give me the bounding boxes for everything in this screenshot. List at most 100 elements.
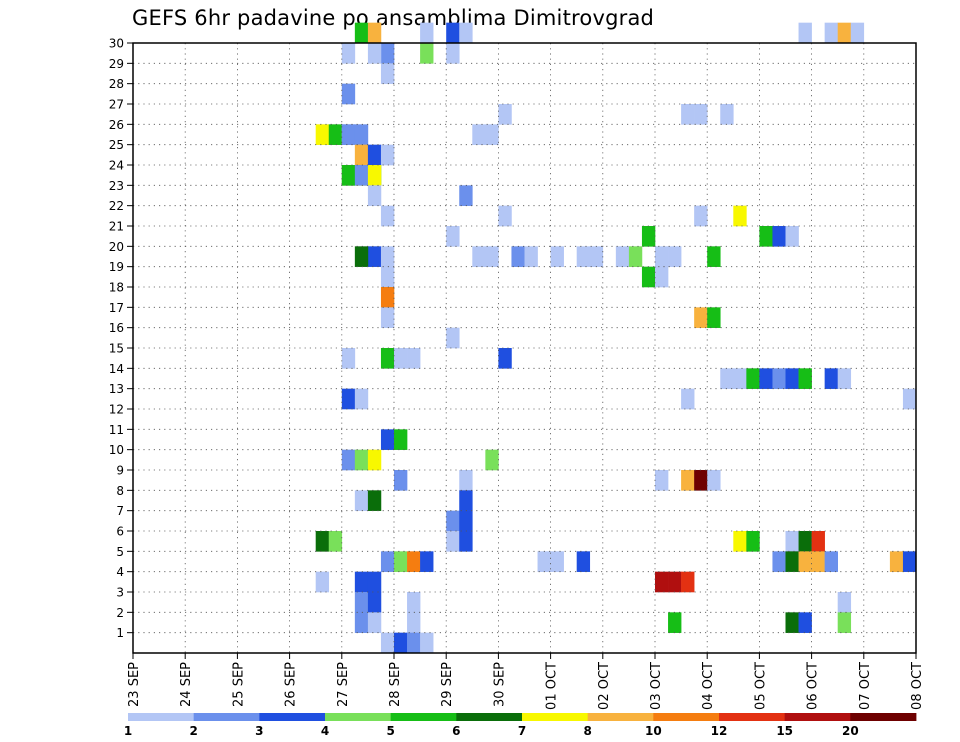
heatmap-cell: [459, 470, 473, 491]
heatmap-cell: [902, 551, 917, 572]
y-tick-label: 7: [116, 504, 124, 518]
heatmap-cell: [733, 368, 747, 389]
heatmap-cell: [746, 531, 760, 552]
heatmap-cell: [446, 510, 460, 532]
heatmap-cell: [367, 185, 382, 206]
heatmap-cell: [785, 531, 799, 552]
heatmap-cell: [341, 83, 356, 105]
colorbar-tick-label: 10: [645, 724, 662, 738]
heatmap-cell: [785, 368, 799, 389]
heatmap-cell: [576, 246, 591, 267]
y-tick-label: 19: [109, 260, 124, 274]
heatmap-cell: [446, 22, 460, 44]
x-tick-label: 28 SEP: [388, 662, 403, 707]
heatmap-cell: [615, 246, 630, 267]
y-tick-label: 4: [116, 565, 124, 579]
heatmap-cell: [485, 449, 499, 471]
heatmap-cell: [772, 226, 786, 247]
heatmap-cell: [367, 246, 382, 267]
heatmap-cell: [354, 612, 369, 633]
x-tick-label: 03 OCT: [649, 662, 664, 710]
heatmap-cell: [407, 551, 421, 572]
colorbar-tick-label: 1: [124, 724, 132, 738]
colorbar-tick-label: 5: [386, 724, 394, 738]
heatmap-cell: [315, 571, 330, 593]
heatmap-cell: [655, 246, 669, 267]
colorbar-swatch: [128, 713, 195, 721]
heatmap-cell: [459, 510, 473, 532]
heatmap-cell: [380, 43, 395, 64]
heatmap-cell: [681, 571, 695, 593]
heatmap-cell: [694, 470, 708, 491]
heatmap-cell: [694, 104, 708, 125]
y-tick-label: 11: [109, 423, 124, 437]
heatmap-cell: [694, 307, 708, 328]
heatmap-cell: [759, 368, 773, 389]
x-tick-label: 27 SEP: [336, 662, 351, 707]
colorbar-swatch: [456, 713, 523, 721]
heatmap-cell: [772, 368, 786, 389]
colorbar-tick-label: 3: [255, 724, 263, 738]
heatmap-cell: [341, 388, 356, 410]
y-tick-label: 25: [109, 138, 124, 152]
colorbar-swatch: [653, 713, 720, 721]
y-tick-label: 5: [116, 545, 124, 559]
heatmap-cell: [394, 348, 408, 369]
x-tick-label: 24 SEP: [179, 662, 194, 707]
heatmap-cell: [354, 124, 369, 145]
heatmap-cell: [328, 531, 343, 552]
y-tick-label: 27: [109, 98, 124, 112]
y-tick-label: 9: [116, 464, 124, 478]
colorbar-swatch: [719, 713, 786, 721]
heatmap-cell: [354, 246, 369, 267]
heatmap-cell: [407, 632, 421, 654]
heatmap-cell: [733, 531, 747, 552]
heatmap-cell: [380, 307, 395, 328]
y-tick-label: 17: [109, 301, 124, 315]
colorbar-swatch: [193, 713, 260, 721]
heatmap-cell: [668, 612, 682, 633]
colorbar-tick-label: 15: [776, 724, 793, 738]
heatmap-cell: [707, 470, 721, 491]
heatmap-cell: [380, 246, 395, 267]
heatmap-cell: [733, 205, 747, 227]
y-tick-label: 28: [109, 77, 124, 91]
heatmap-cell: [720, 104, 734, 125]
heatmap-cell: [446, 327, 460, 349]
heatmap-cell: [537, 551, 551, 572]
heatmap-cell: [354, 22, 369, 44]
heatmap-cell: [341, 124, 356, 145]
heatmap-cell: [785, 612, 799, 633]
heatmap-cell: [472, 246, 486, 267]
heatmap-cell: [341, 43, 356, 64]
heatmap-cell: [485, 246, 499, 267]
heatmap-cell: [798, 531, 812, 552]
x-tick-label: 08 OCT: [910, 662, 925, 710]
heatmap-cell: [380, 348, 395, 369]
heatmap-cell: [746, 368, 760, 389]
heatmap-cell: [367, 449, 382, 471]
heatmap-cell: [902, 388, 917, 410]
heatmap-cell: [550, 246, 564, 267]
heatmap-cell: [628, 246, 643, 267]
x-tick-label: 23 SEP: [127, 662, 142, 707]
heatmap-cell: [668, 246, 682, 267]
heatmap-cell: [354, 165, 369, 186]
colorbar-swatch: [259, 713, 326, 721]
heatmap-cell: [394, 632, 408, 654]
heatmap-cell: [446, 43, 460, 64]
x-tick-label: 29 SEP: [440, 662, 455, 707]
heatmap-cell: [459, 531, 473, 552]
heatmap-cell: [459, 22, 473, 44]
heatmap-cell: [576, 551, 591, 572]
heatmap-cell: [589, 246, 604, 267]
heatmap-cell: [354, 388, 369, 410]
heatmap-cell: [837, 612, 852, 633]
x-tick-label: 02 OCT: [597, 662, 612, 710]
y-tick-label: 29: [109, 57, 124, 71]
heatmap-cell: [315, 531, 330, 552]
heatmap-cell: [367, 592, 382, 613]
heatmap-cell: [407, 592, 421, 613]
heatmap-cell: [446, 226, 460, 247]
